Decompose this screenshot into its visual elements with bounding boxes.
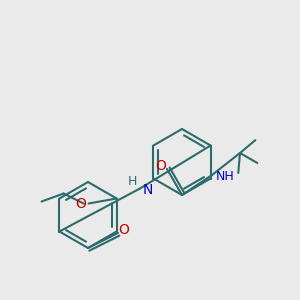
Text: H: H [127,175,137,188]
Text: N: N [143,184,153,197]
Text: O: O [156,159,167,173]
Text: O: O [75,196,86,211]
Text: NH: NH [216,170,234,184]
Text: O: O [118,223,129,237]
